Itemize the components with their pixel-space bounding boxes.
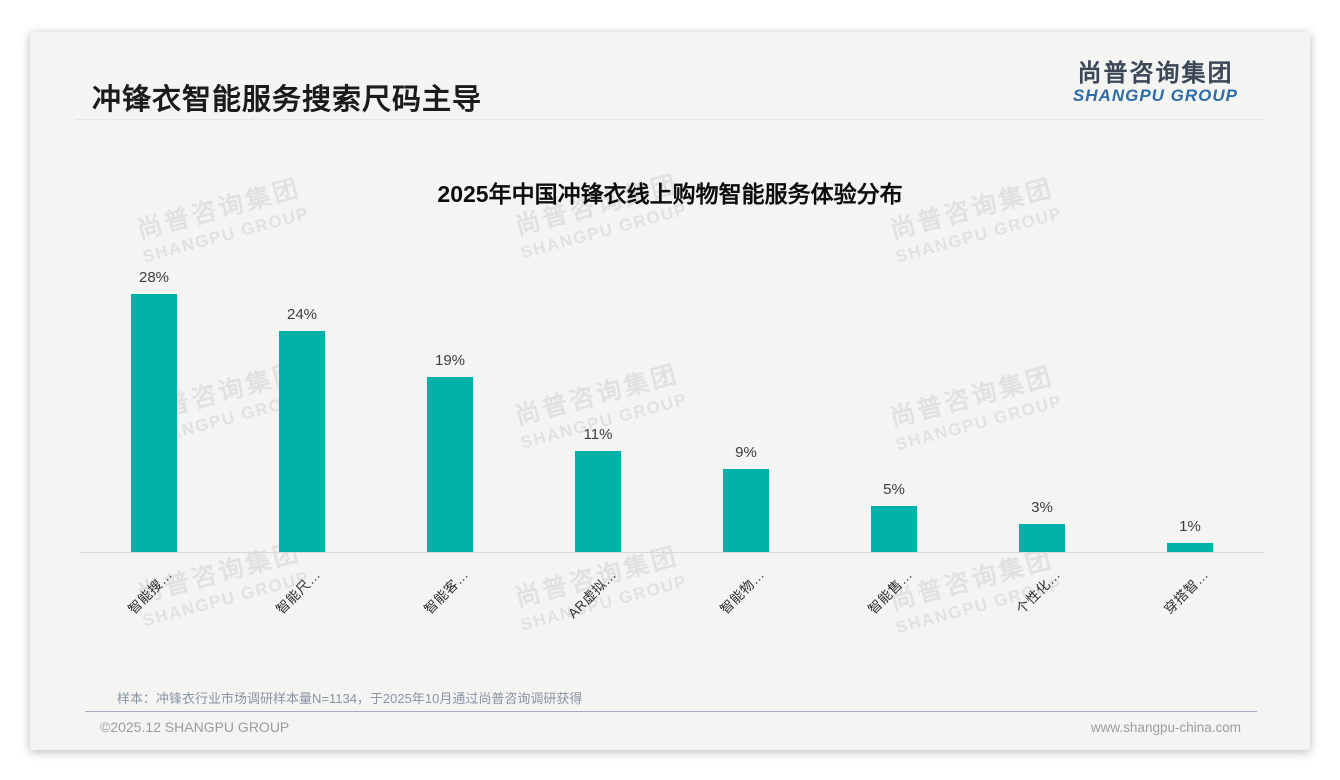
bar-value-label: 5% [883, 481, 905, 498]
bar-value-label: 24% [286, 306, 318, 323]
x-axis-label: 智能搜… [125, 566, 176, 618]
bar-value-label: 9% [735, 444, 757, 461]
bar [1019, 524, 1065, 552]
bar [131, 294, 177, 552]
x-axis-label: 智能尺… [273, 566, 324, 618]
title-divider [76, 119, 1266, 120]
bar [575, 451, 621, 552]
x-axis-label: 智能客… [421, 566, 472, 618]
bar-value-label: 11% [583, 426, 613, 443]
bar-value-label: 3% [1031, 499, 1053, 516]
bar [427, 377, 473, 552]
page-title: 冲锋衣智能服务搜索尺码主导 [92, 84, 483, 116]
bar-value-label: 1% [1179, 518, 1201, 535]
x-axis-label: 穿搭智… [1161, 566, 1212, 618]
copyright-text: ©2025.12 SHANGPU GROUP [100, 719, 290, 735]
x-axis-label: AR虚拟… [565, 566, 620, 622]
sample-note: 样本：冲锋衣行业市场调研样本量N=1134，于2025年10月通过尚普咨询调研获… [117, 691, 583, 706]
slide: 冲锋衣智能服务搜索尺码主导 尚普咨询集团 SHANGPU GROUP 2025年… [30, 32, 1310, 750]
chart-plot: 28% 智能搜… 24% 智能尺… 19% 智能客… 11% AR虚拟… 9% 智能物… 5% 智能售… [30, 32, 1310, 750]
chart-title: 2025年中国冲锋衣线上购物智能服务体验分布 [437, 181, 903, 207]
bar [871, 506, 917, 552]
logo-en-text: SHANGPU GROUP [1072, 86, 1238, 106]
x-axis-label: 智能售… [865, 566, 916, 618]
footer-divider [85, 711, 1257, 712]
bar [723, 469, 769, 552]
x-axis-label: 智能物… [717, 566, 768, 618]
x-axis-line [80, 552, 1265, 553]
bar [279, 331, 325, 552]
bar-value-label: 28% [138, 269, 170, 286]
bar-value-label: 19% [434, 352, 466, 369]
shangpu-logo: 尚普咨询集团 SHANGPU GROUP [1072, 60, 1238, 106]
bar [1167, 543, 1213, 552]
logo-cn-text: 尚普咨询集团 [1077, 60, 1234, 87]
x-axis-label: 个性化… [1013, 566, 1064, 618]
website-text: www.shangpu-china.com [1090, 720, 1241, 735]
